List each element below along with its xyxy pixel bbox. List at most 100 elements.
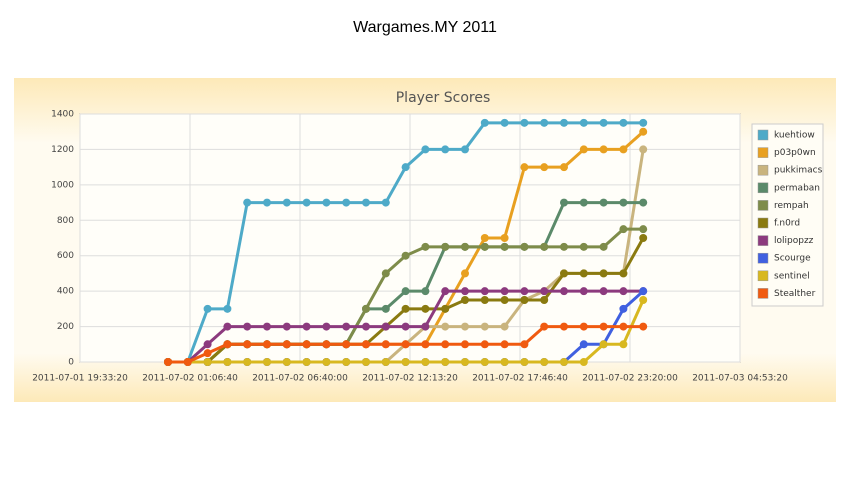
point bbox=[520, 358, 529, 366]
point bbox=[322, 358, 331, 366]
point bbox=[263, 340, 271, 349]
point bbox=[223, 340, 232, 349]
point bbox=[282, 198, 291, 207]
point bbox=[441, 287, 450, 296]
point bbox=[421, 322, 430, 331]
point bbox=[639, 234, 648, 242]
legend-label: sentinel bbox=[774, 271, 810, 281]
point bbox=[401, 340, 410, 349]
legend-swatch bbox=[757, 147, 769, 158]
point bbox=[381, 358, 390, 366]
point bbox=[421, 242, 430, 251]
point bbox=[619, 287, 628, 296]
point bbox=[302, 322, 311, 331]
point bbox=[461, 242, 469, 251]
point bbox=[599, 340, 608, 349]
point bbox=[599, 198, 608, 207]
point bbox=[401, 358, 410, 366]
point bbox=[540, 296, 549, 304]
point bbox=[599, 269, 608, 278]
point bbox=[381, 304, 390, 313]
point bbox=[263, 358, 271, 366]
point bbox=[619, 269, 628, 278]
point bbox=[619, 322, 628, 331]
point bbox=[480, 358, 489, 366]
x-tick-label: 2011-07-02 12:13:20 bbox=[362, 374, 458, 384]
point bbox=[441, 340, 450, 349]
point bbox=[619, 225, 628, 234]
point bbox=[579, 242, 588, 251]
point bbox=[619, 198, 628, 207]
point bbox=[441, 322, 450, 331]
point bbox=[362, 322, 370, 331]
point bbox=[599, 322, 608, 331]
point bbox=[421, 340, 430, 349]
point bbox=[441, 304, 450, 313]
point bbox=[520, 242, 529, 251]
point bbox=[500, 296, 509, 304]
point bbox=[579, 118, 588, 127]
point bbox=[540, 118, 549, 127]
point bbox=[203, 340, 212, 349]
point bbox=[480, 118, 489, 127]
y-tick-label: 200 bbox=[57, 322, 74, 332]
point bbox=[441, 242, 450, 251]
point bbox=[500, 322, 509, 331]
legend-label: permaban bbox=[774, 183, 820, 193]
y-tick-label: 1400 bbox=[51, 110, 74, 120]
point bbox=[461, 269, 469, 278]
point bbox=[401, 287, 410, 296]
legend-label: Scourge bbox=[774, 254, 811, 264]
point bbox=[342, 322, 351, 331]
legend-swatch bbox=[757, 270, 769, 282]
point bbox=[560, 242, 568, 251]
point bbox=[322, 322, 331, 331]
x-tick-label: 2011-07-02 17:46:40 bbox=[472, 374, 568, 384]
legend-swatch bbox=[757, 200, 769, 211]
point bbox=[164, 358, 172, 366]
legend-swatch bbox=[757, 129, 769, 141]
page-title: Wargames.MY 2011 bbox=[353, 19, 497, 36]
point bbox=[282, 322, 291, 331]
point bbox=[579, 198, 588, 207]
point bbox=[461, 287, 469, 296]
point bbox=[500, 242, 509, 251]
point bbox=[342, 198, 351, 207]
legend-label: f.n0rd bbox=[774, 219, 800, 229]
point bbox=[381, 269, 390, 278]
point bbox=[441, 145, 450, 154]
point bbox=[243, 198, 252, 207]
y-tick-label: 800 bbox=[57, 216, 74, 226]
point bbox=[560, 118, 568, 127]
point bbox=[461, 145, 469, 154]
point bbox=[243, 340, 252, 349]
point bbox=[520, 287, 529, 296]
point bbox=[639, 118, 648, 127]
point bbox=[362, 340, 370, 349]
y-tick-label: 0 bbox=[68, 358, 74, 368]
point bbox=[639, 127, 648, 136]
point bbox=[579, 269, 588, 278]
point bbox=[401, 163, 410, 172]
point bbox=[480, 234, 489, 242]
point bbox=[381, 198, 390, 207]
point bbox=[461, 340, 469, 349]
point bbox=[579, 287, 588, 296]
point bbox=[401, 304, 410, 313]
point bbox=[203, 304, 212, 313]
point bbox=[480, 287, 489, 296]
point bbox=[461, 322, 469, 331]
legend-label: rempah bbox=[774, 201, 809, 211]
point bbox=[599, 242, 608, 251]
point bbox=[401, 322, 410, 331]
point bbox=[243, 358, 252, 366]
point bbox=[579, 145, 588, 154]
point bbox=[579, 358, 588, 366]
y-tick-label: 400 bbox=[57, 287, 74, 297]
point bbox=[362, 198, 370, 207]
legend-label: Stealther bbox=[774, 289, 816, 299]
point bbox=[560, 198, 568, 207]
x-tick-label: 2011-07-03 04:53:20 bbox=[692, 374, 788, 384]
